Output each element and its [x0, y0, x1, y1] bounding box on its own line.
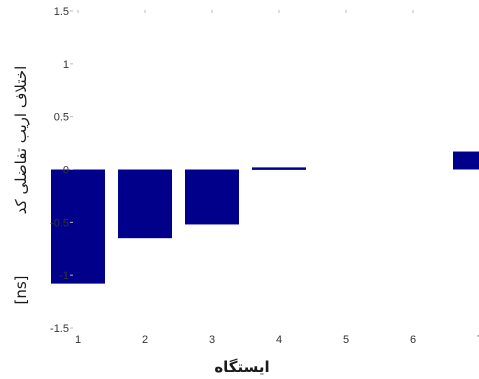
y-tick-labels: 1.5 1 0.5 0 -0.5 -1 -1.5	[50, 6, 73, 335]
y-tick-label: 1.5	[54, 6, 69, 18]
x-tick-labels: 1 2 3 4 5 6 7	[75, 334, 479, 346]
y-tick-label: -0.5	[50, 217, 69, 229]
y-tick-label: 0.5	[54, 112, 69, 124]
y-axis-label: اختلاف اریب تفاضلی کد	[12, 66, 30, 215]
y-tick-label: 0	[63, 165, 69, 177]
x-tick-label: 2	[142, 334, 148, 346]
x-tick-label: 5	[343, 334, 349, 346]
bars	[51, 151, 479, 284]
bar	[252, 167, 306, 170]
plot-area	[77, 10, 414, 13]
x-tick-label: 4	[276, 334, 282, 346]
bar	[185, 169, 239, 225]
y-tick-label: -1	[59, 270, 69, 282]
y-tick-label: 1	[63, 59, 69, 71]
x-tick-label: 7	[477, 334, 479, 346]
x-tick-label: 1	[75, 334, 81, 346]
bar	[453, 151, 479, 170]
x-tick-label: 3	[209, 334, 215, 346]
y-tick-label: -1.5	[50, 323, 69, 335]
bar	[118, 169, 172, 239]
x-axis-label: ایستگاه	[214, 358, 269, 376]
y-axis-unit: [ns]	[12, 275, 30, 304]
bar	[51, 169, 105, 284]
x-tick-label: 6	[410, 334, 416, 346]
